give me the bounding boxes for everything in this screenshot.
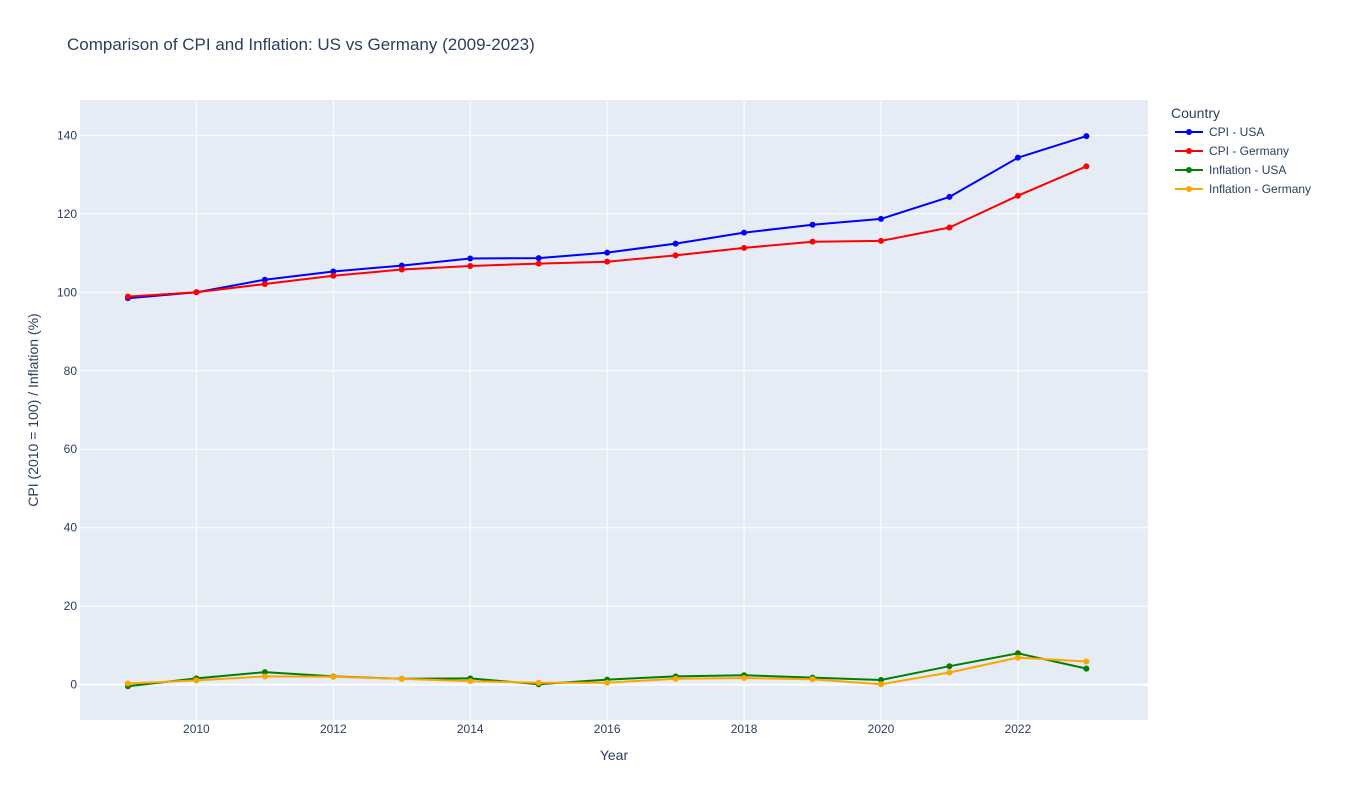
data-point[interactable] [467, 255, 474, 262]
data-point[interactable] [672, 675, 679, 682]
y-tick-label: 40 [64, 521, 78, 535]
legend-label: Inflation - USA [1209, 163, 1286, 177]
data-point[interactable] [330, 272, 337, 279]
y-tick-label: 100 [57, 285, 77, 299]
data-point[interactable] [261, 276, 268, 283]
data-point[interactable] [809, 676, 816, 683]
data-point[interactable] [604, 249, 611, 256]
data-point[interactable] [261, 281, 268, 288]
legend-item[interactable]: CPI - USA [1175, 125, 1264, 139]
data-point[interactable] [535, 255, 542, 262]
data-point[interactable] [124, 680, 131, 687]
y-tick-label: 140 [57, 128, 77, 142]
x-tick-label: 2010 [183, 722, 210, 736]
data-point[interactable] [1083, 163, 1090, 170]
y-tick-label: 60 [64, 442, 78, 456]
data-point[interactable] [672, 252, 679, 259]
legend-label: CPI - USA [1209, 125, 1264, 139]
data-point[interactable] [535, 260, 542, 267]
x-tick-label: 2014 [457, 722, 484, 736]
data-point[interactable] [1083, 133, 1090, 140]
data-point[interactable] [1083, 665, 1090, 672]
y-tick-label: 0 [70, 678, 77, 692]
data-point[interactable] [741, 229, 748, 236]
data-point[interactable] [672, 240, 679, 247]
data-point[interactable] [467, 262, 474, 269]
legend[interactable]: Country CPI - USA CPI - Germany Inflation … [1171, 105, 1311, 196]
data-point[interactable] [535, 679, 542, 686]
data-point[interactable] [604, 679, 611, 686]
data-point[interactable] [398, 266, 405, 273]
data-point[interactable] [330, 268, 337, 275]
data-point[interactable] [604, 258, 611, 265]
data-point[interactable] [1014, 154, 1021, 161]
series-group [124, 133, 1090, 302]
series-group [124, 163, 1090, 300]
x-tick-label: 2020 [868, 722, 895, 736]
data-point[interactable] [946, 224, 953, 231]
data-point[interactable] [878, 681, 884, 688]
x-tick-label: 2012 [320, 722, 347, 736]
data-point[interactable] [878, 215, 884, 222]
chart-title: Comparison of CPI and Inflation: US vs G… [67, 35, 535, 54]
data-point[interactable] [741, 675, 748, 682]
legend-label: Inflation - Germany [1209, 182, 1311, 196]
y-tick-label: 80 [64, 364, 78, 378]
data-point[interactable] [1014, 654, 1021, 661]
legend-item[interactable]: CPI - Germany [1175, 144, 1289, 158]
data-point[interactable] [809, 238, 816, 245]
data-point[interactable] [809, 221, 816, 228]
data-point[interactable] [261, 673, 268, 680]
data-point[interactable] [1014, 650, 1021, 657]
data-point[interactable] [193, 677, 200, 684]
data-point[interactable] [467, 678, 474, 685]
x-tick-label: 2016 [594, 722, 621, 736]
y-tick-label: 120 [57, 207, 77, 221]
data-point[interactable] [124, 293, 131, 300]
data-point[interactable] [1014, 192, 1021, 199]
data-point[interactable] [398, 675, 405, 682]
legend-label: CPI - Germany [1209, 144, 1289, 158]
data-point[interactable] [878, 237, 884, 244]
legend-marker-swatch [1186, 186, 1192, 192]
legend-item[interactable]: Inflation - Germany [1175, 182, 1311, 196]
data-point[interactable] [878, 676, 884, 683]
data-point[interactable] [261, 669, 268, 676]
x-axis-title: Year [600, 747, 629, 763]
data-point[interactable] [946, 193, 953, 200]
data-point[interactable] [1083, 658, 1090, 665]
y-tick-label: 20 [64, 599, 78, 613]
series-group [124, 654, 1090, 688]
grid [80, 100, 1148, 720]
data-point[interactable] [193, 289, 200, 296]
series-lines [124, 133, 1090, 690]
legend-marker-swatch [1186, 148, 1192, 154]
x-tick-label: 2018 [731, 722, 758, 736]
legend-marker-swatch [1186, 167, 1192, 173]
data-point[interactable] [946, 669, 953, 676]
plot-area [80, 100, 1148, 720]
legend-marker-swatch [1186, 129, 1192, 135]
x-tick-label: 2022 [1005, 722, 1032, 736]
y-axis-title: CPI (2010 = 100) / Inflation (%) [25, 313, 41, 506]
legend-item[interactable]: Inflation - USA [1175, 163, 1286, 177]
data-point[interactable] [946, 663, 953, 670]
legend-title: Country [1171, 105, 1220, 121]
data-point[interactable] [741, 244, 748, 251]
axis-ticks: 2010 2012 2014 2016 2018 2020 2022 0 20 40 60 80 100… [57, 128, 1032, 736]
data-point[interactable] [330, 673, 337, 680]
